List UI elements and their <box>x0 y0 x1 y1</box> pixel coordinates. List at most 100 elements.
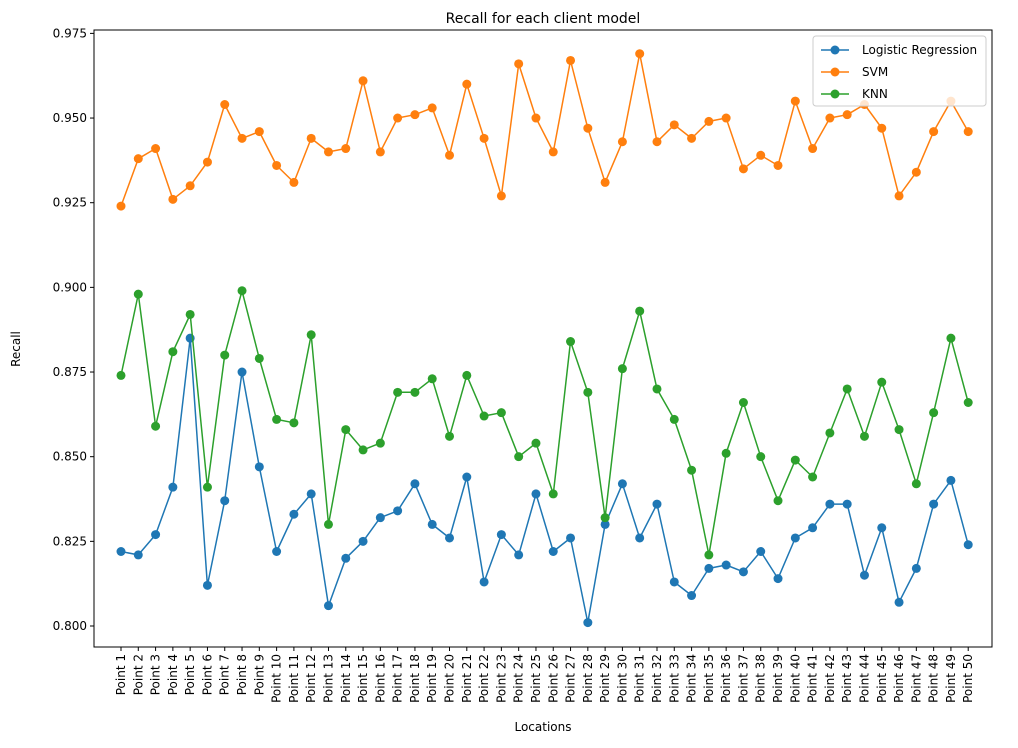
data-point <box>220 350 230 360</box>
x-tick-label: Point 12 <box>304 654 318 703</box>
data-point <box>963 127 973 137</box>
data-point <box>669 577 679 587</box>
data-point <box>583 123 593 133</box>
data-point <box>652 137 662 147</box>
data-point <box>323 147 333 157</box>
x-axis: Point 1 Point 2 Point 3 Point 4 Point 5 Point… <box>114 647 975 703</box>
x-tick-label: Point 47 <box>909 654 923 703</box>
data-point <box>842 384 852 394</box>
data-point <box>808 472 818 482</box>
data-point <box>929 499 939 509</box>
y-axis-label: Recall <box>9 331 23 367</box>
series-logistic-regression <box>116 333 973 628</box>
data-point <box>496 408 506 418</box>
data-point <box>168 482 178 492</box>
legend-box <box>812 35 987 107</box>
data-point <box>289 509 299 519</box>
data-point <box>168 194 178 204</box>
data-point <box>514 452 524 462</box>
data-point <box>375 513 385 523</box>
data-point <box>946 333 956 343</box>
data-point <box>272 414 282 424</box>
x-tick-label: Point 2 <box>131 654 145 695</box>
data-point <box>133 550 143 560</box>
data-point <box>738 567 748 577</box>
data-point <box>790 533 800 543</box>
x-tick-label: Point 11 <box>287 654 301 703</box>
data-point <box>548 547 558 557</box>
data-point <box>687 591 697 601</box>
x-tick-label: Point 30 <box>615 654 629 703</box>
data-point <box>756 547 766 557</box>
data-point <box>341 425 351 435</box>
data-point <box>877 377 887 387</box>
x-tick-label: Point 48 <box>927 654 941 703</box>
data-point <box>220 496 230 506</box>
data-point <box>237 367 247 377</box>
legend-item: KNN <box>821 87 888 101</box>
data-point <box>358 445 368 455</box>
data-point <box>825 428 835 438</box>
data-point <box>185 309 195 319</box>
data-point <box>462 79 472 89</box>
data-point <box>479 577 489 587</box>
x-tick-label: Point 38 <box>754 654 768 703</box>
data-point <box>929 127 939 137</box>
x-tick-label: Point 17 <box>391 654 405 703</box>
data-point <box>808 523 818 533</box>
data-point <box>151 530 161 540</box>
data-point <box>583 387 593 397</box>
data-point <box>427 103 437 113</box>
data-point <box>721 560 731 570</box>
x-tick-label: Point 4 <box>166 654 180 695</box>
data-point <box>202 482 212 492</box>
x-tick-label: Point 41 <box>806 654 820 703</box>
y-tick-label: 0.950 <box>53 111 87 125</box>
data-point <box>496 530 506 540</box>
data-point <box>462 370 472 380</box>
data-point <box>531 489 541 499</box>
data-point <box>237 286 247 296</box>
data-point <box>548 489 558 499</box>
data-point <box>808 144 818 154</box>
data-point <box>877 523 887 533</box>
x-tick-label: Point 24 <box>512 654 526 703</box>
legend: Logistic Regression SVM KNN <box>812 35 987 107</box>
data-point <box>306 133 316 143</box>
data-point <box>133 289 143 299</box>
data-point <box>393 113 403 123</box>
x-tick-label: Point 14 <box>339 654 353 703</box>
data-point <box>617 479 627 489</box>
data-point <box>583 618 593 628</box>
data-point <box>445 533 455 543</box>
y-tick-label: 0.925 <box>53 196 87 210</box>
series-layer <box>116 49 973 628</box>
plot-frame <box>93 29 993 648</box>
x-tick-label: Point 23 <box>494 654 508 703</box>
data-point <box>323 601 333 611</box>
data-point <box>566 533 576 543</box>
data-point <box>600 519 610 529</box>
data-point <box>479 133 489 143</box>
data-point <box>427 519 437 529</box>
data-point <box>358 76 368 86</box>
data-point <box>669 414 679 424</box>
data-point <box>151 144 161 154</box>
data-point <box>427 374 437 384</box>
data-point <box>410 479 420 489</box>
data-point <box>790 96 800 106</box>
legend-item: Logistic Regression <box>821 43 977 57</box>
data-point <box>600 513 610 523</box>
data-point <box>168 347 178 357</box>
legend-label: SVM <box>862 65 888 79</box>
data-point <box>272 160 282 170</box>
data-point <box>894 425 904 435</box>
data-point <box>652 384 662 394</box>
x-tick-label: Point 21 <box>460 654 474 703</box>
data-point <box>566 337 576 347</box>
data-point <box>721 113 731 123</box>
x-tick-label: Point 46 <box>892 654 906 703</box>
x-tick-label: Point 34 <box>685 654 699 703</box>
x-tick-label: Point 44 <box>857 654 871 703</box>
data-point <box>289 418 299 428</box>
